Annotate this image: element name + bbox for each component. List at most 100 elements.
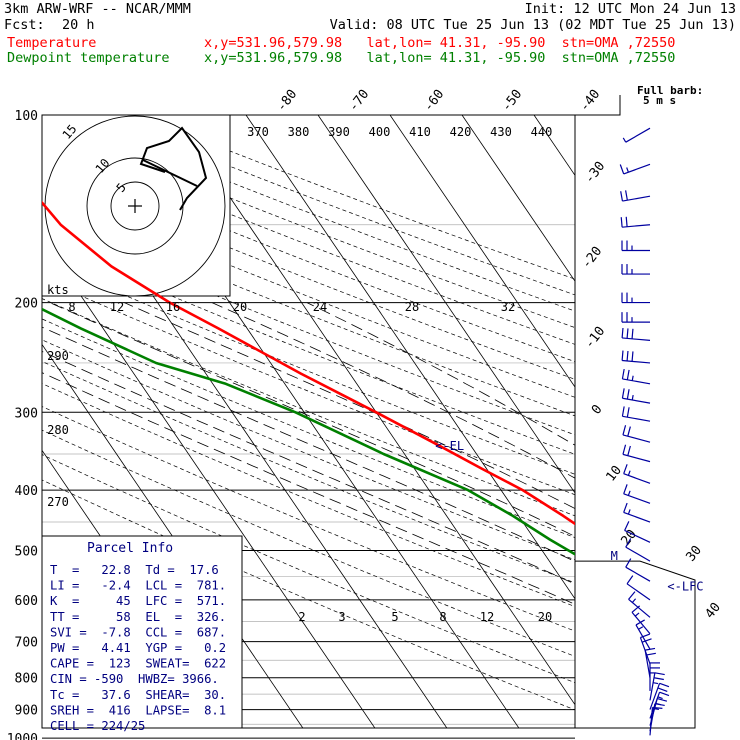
parcel-info-row: CIN = -590 HWBZ= 3966. xyxy=(50,672,219,686)
sounding-level-annotation: <-EL xyxy=(435,439,464,453)
isotherm-line xyxy=(42,237,376,728)
pressure-tick-label: 200 xyxy=(15,297,38,312)
wind-barb xyxy=(631,605,651,635)
dry-adiabat-line xyxy=(42,222,575,436)
parcel-info-box xyxy=(41,535,243,729)
wind-barb xyxy=(625,558,651,582)
dry-adiabat-line xyxy=(42,278,575,496)
theta-label: 280 xyxy=(47,423,69,437)
isotherm-line xyxy=(389,115,575,388)
isotherm-line xyxy=(245,115,575,600)
isotherm-line xyxy=(461,115,575,282)
temperature-point xyxy=(217,327,220,330)
isotherm-label: -10 xyxy=(582,324,608,352)
wind-barb xyxy=(620,190,651,202)
wind-barb xyxy=(621,240,650,252)
forecast-hour: 20 h xyxy=(62,17,95,33)
isotherm-label: 20 xyxy=(619,527,640,549)
parcel-info-row: LI = -2.4 LCL = 781. xyxy=(50,579,226,593)
parcel-info-row: K = 45 LFC = 571. xyxy=(50,594,226,608)
dry-adiabat-line xyxy=(42,406,575,632)
parcel-info-row: CELL = 224/25 xyxy=(50,719,145,733)
theta-label: 420 xyxy=(450,125,472,139)
moist-adiabat-label: 32 xyxy=(501,300,515,314)
wind-barb xyxy=(619,163,651,175)
wind-barb xyxy=(628,591,651,618)
wind-barb xyxy=(621,388,651,404)
dewpoint-point xyxy=(382,453,385,455)
parcel-info-row: PW = 4.41 YGP = 0.2 xyxy=(50,641,226,655)
hodograph-ring xyxy=(110,181,160,231)
isotherm-label: 0 xyxy=(589,402,606,417)
wind-barb xyxy=(644,647,656,678)
wind-barb xyxy=(624,521,651,543)
theta-label: 370 xyxy=(247,125,269,139)
wind-barb xyxy=(623,484,651,504)
model-title: 3km ARW-WRF -- NCAR/MMM xyxy=(4,1,191,17)
dry-adiabat-line xyxy=(42,204,575,417)
dewpoint-point xyxy=(80,327,82,330)
isotherm-line xyxy=(678,115,740,738)
moist-adiabat-label: 8 xyxy=(68,300,75,314)
temperature-legend-label: Temperature xyxy=(7,35,97,51)
forecast-label: Fcst: xyxy=(4,17,45,33)
isotherm-label: 30 xyxy=(684,543,705,565)
dry-adiabat-line xyxy=(42,361,575,584)
pressure-tick-label: 400 xyxy=(15,484,38,499)
isotherm-line xyxy=(606,115,740,738)
mixing-ratio-label: 20 xyxy=(538,610,552,624)
wind-barb xyxy=(621,312,650,323)
theta-label: 380 xyxy=(288,125,310,139)
isotherm-label: -30 xyxy=(582,159,608,187)
temperature-point xyxy=(693,599,695,601)
wind-barb xyxy=(623,502,651,523)
wind-barb xyxy=(649,662,660,691)
dewpoint-point xyxy=(549,538,551,541)
temperature-point xyxy=(375,411,378,414)
mixing-ratio-label: 2 xyxy=(298,610,305,624)
wind-barb xyxy=(649,672,665,701)
wind-barb xyxy=(621,264,650,275)
temperature-trace xyxy=(42,200,575,526)
isotherm-label: 10 xyxy=(604,463,625,485)
wind-barb xyxy=(625,538,651,562)
barb-legend-units: 5 m s xyxy=(643,94,676,107)
temperature-point xyxy=(110,265,113,268)
pressure-tick-label: 700 xyxy=(15,636,38,651)
mixing-ratio-label: 8 xyxy=(439,610,446,624)
dewpoint-point xyxy=(512,515,514,517)
pressure-tick-label: 900 xyxy=(15,704,38,719)
hodograph-units-label: kts xyxy=(47,283,69,297)
mixing-ratio-label: 5 xyxy=(391,610,398,624)
dewpoint-location: x,y=531.96,579.98 lat,lon= 41.31, -95.90… xyxy=(204,50,676,66)
mixing-ratio-line xyxy=(629,581,740,738)
theta-label: 410 xyxy=(409,125,431,139)
temperature-point xyxy=(439,445,442,448)
temperature-point xyxy=(521,489,524,491)
dry-adiabat-line xyxy=(42,259,575,475)
pressure-tick-label: 600 xyxy=(15,594,38,609)
wind-barb xyxy=(621,368,651,385)
theta-label: 430 xyxy=(490,125,512,139)
pressure-tick-label: 100 xyxy=(15,109,38,124)
dewpoint-point xyxy=(668,599,670,601)
mixing-ratio-label: 12 xyxy=(480,610,494,624)
parcel-info-title: Parcel Info xyxy=(87,541,173,556)
isotherm-label: -60 xyxy=(421,87,447,115)
moist-adiabat-label: 24 xyxy=(313,300,327,314)
parcel-info-row: Tc = 37.6 SHEAR= 30. xyxy=(50,688,226,702)
parcel-info-row: T = 22.8 Td = 17.6 xyxy=(50,563,219,577)
temperature-point xyxy=(562,515,565,517)
mixing-ratio-label: 3 xyxy=(338,610,345,624)
wind-barb xyxy=(622,425,651,443)
wind-barb xyxy=(649,682,670,710)
isotherm-line xyxy=(533,115,575,177)
parcel-info-row: SVI = -7.8 CCL = 687. xyxy=(50,625,226,639)
wind-barb xyxy=(621,327,651,341)
temperature-point xyxy=(597,539,599,541)
wind-barb xyxy=(623,464,651,484)
theta-label: 400 xyxy=(369,125,391,139)
dewpoint-point xyxy=(155,362,157,364)
isotherm-line xyxy=(317,115,575,494)
